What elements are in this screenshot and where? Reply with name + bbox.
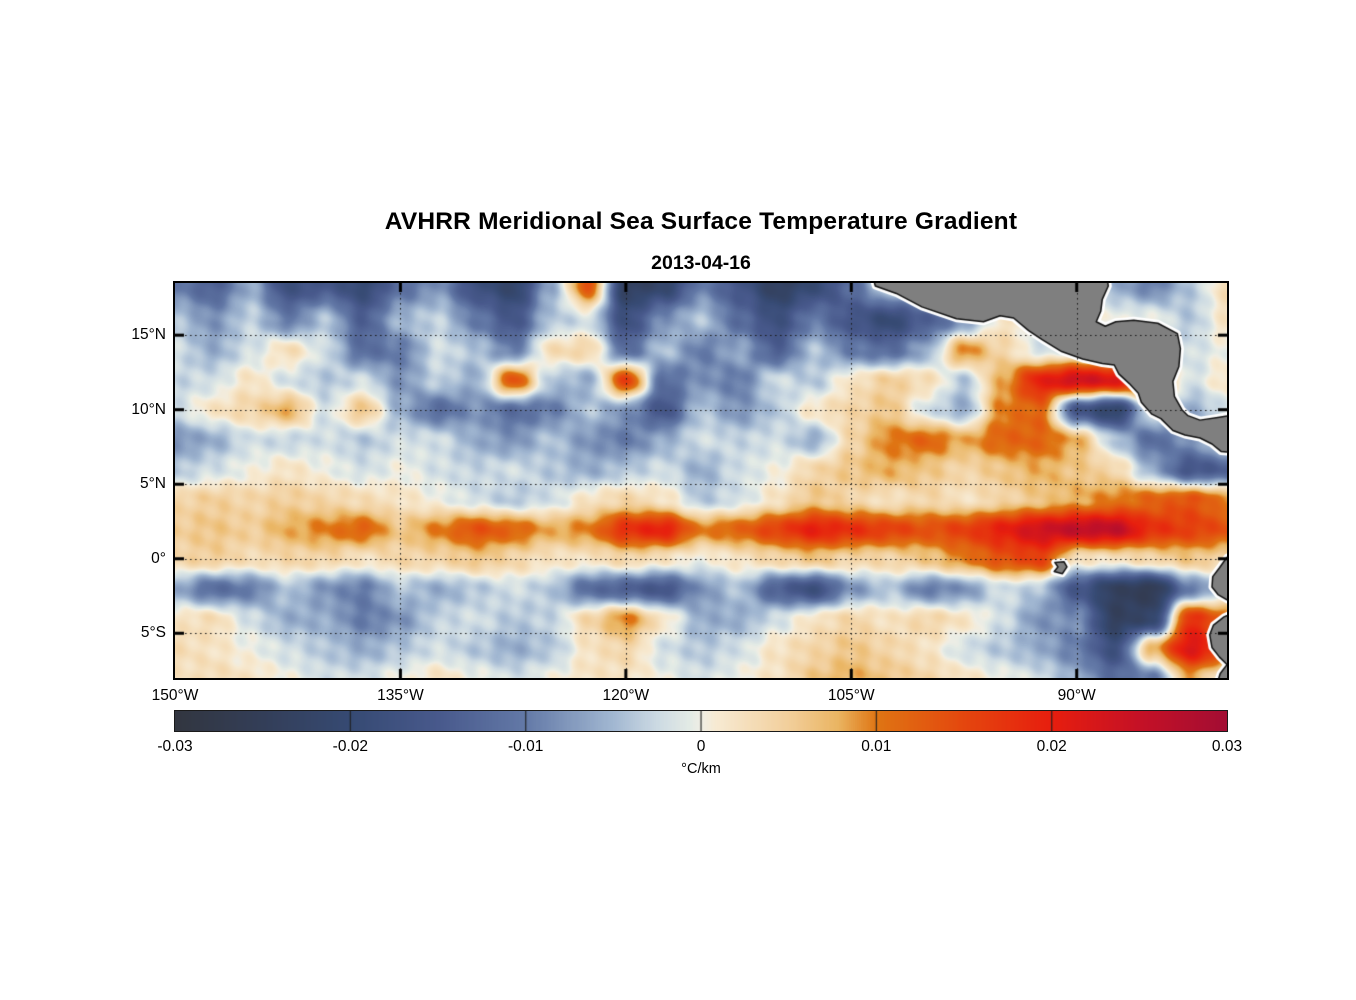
colorbar-unit-label: °C/km [681, 761, 721, 777]
y-tick-label: 15°N [131, 326, 166, 344]
chart-date-subtitle: 2013-04-16 [651, 252, 751, 274]
x-tick-label: 150°W [151, 687, 199, 704]
colorbar-tick-label: 0.01 [861, 738, 892, 755]
y-tick-label: 5°N [139, 475, 166, 493]
x-tick-label: 120°W [602, 687, 650, 704]
x-tick-label: 90°W [1057, 687, 1096, 704]
colorbar-canvas [174, 710, 1228, 732]
y-tick-label: 0° [151, 549, 166, 567]
sst-gradient-map-canvas [172, 280, 1229, 680]
colorbar-tick-label: -0.03 [157, 738, 193, 755]
colorbar-tick-label: -0.01 [507, 738, 544, 755]
y-tick-label: 10°N [131, 400, 166, 418]
x-tick-label: 105°W [827, 687, 875, 704]
y-tick-label: 5°S [140, 624, 166, 642]
page-title: AVHRR Meridional Sea Surface Temperature… [384, 208, 1018, 235]
x-tick-label: 135°W [377, 687, 424, 704]
colorbar-tick-label: 0 [696, 738, 706, 755]
colorbar-tick-label: 0.02 [1036, 738, 1067, 755]
colorbar-tick-label: -0.02 [332, 738, 368, 755]
colorbar-tick-label: 0.03 [1211, 738, 1243, 755]
